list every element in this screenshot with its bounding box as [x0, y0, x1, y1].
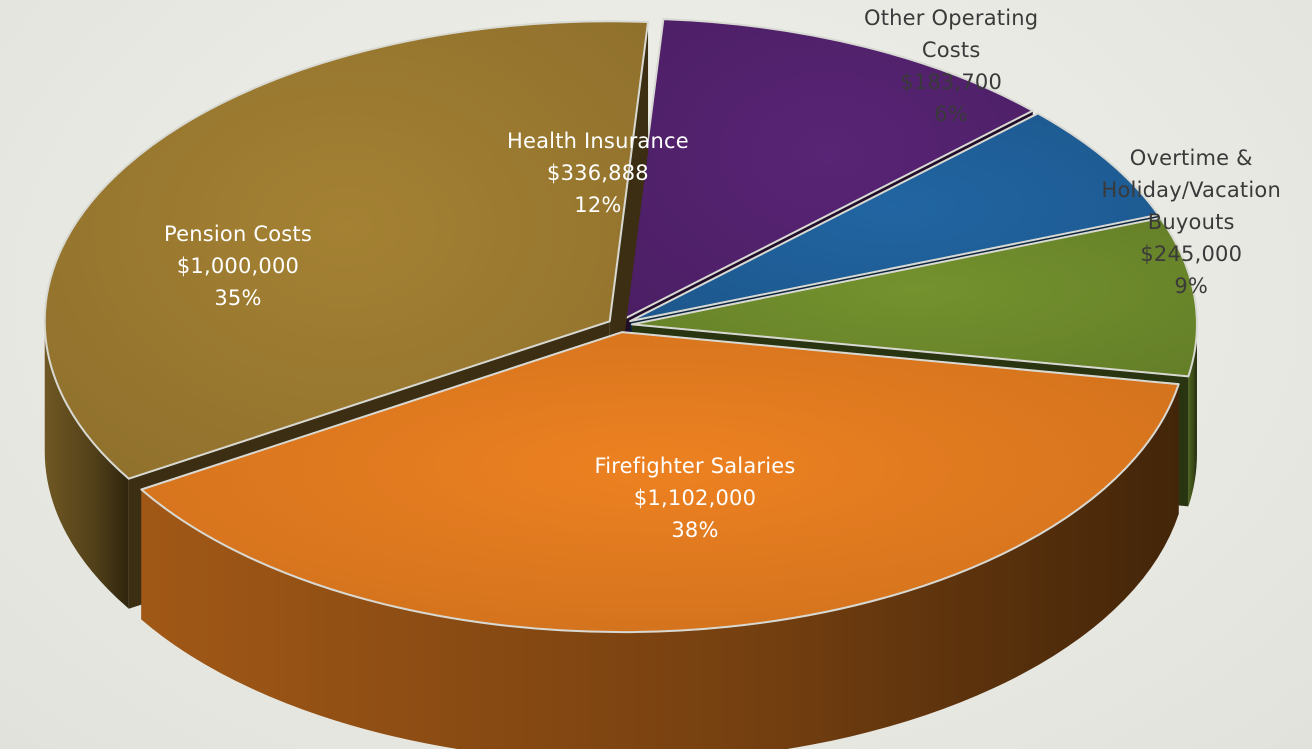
label-name-overtime-holiday-vacation-buyouts: Overtime & — [1129, 146, 1253, 170]
label-value-health-insurance: $336,888 — [547, 161, 649, 185]
label-value-firefighter-salaries: $1,102,000 — [633, 486, 757, 510]
label-name-firefighter-salaries: Firefighter Salaries — [594, 454, 796, 478]
label-name-overtime-holiday-vacation-buyouts: Buyouts — [1147, 210, 1235, 234]
label-value-other-operating-costs: $183,700 — [900, 70, 1003, 94]
label-other-operating-costs: Other Operating Costs $183,700 6% — [864, 2, 1038, 130]
label-pension-costs: Pension Costs $1,000,000 35% — [164, 218, 312, 314]
label-value-pension-costs: $1,000,000 — [176, 254, 300, 278]
slice-top-firefighter-salaries — [140, 331, 1180, 634]
slice-top-pension-costs — [43, 20, 650, 480]
slice-top-health-insurance — [624, 18, 1034, 320]
label-percent-overtime-holiday-vacation-buyouts: 9% — [1174, 274, 1209, 298]
label-percent-firefighter-salaries: 38% — [671, 518, 719, 542]
slice-rim-firefighter-salaries — [141, 384, 1179, 749]
label-name-other-operating-costs: Other Operating — [864, 6, 1039, 30]
label-firefighter-salaries: Firefighter Salaries $1,102,000 38% — [595, 450, 796, 546]
slice-top-overtime-holiday-vacation-buyouts — [630, 217, 1198, 378]
label-percent-health-insurance: 12% — [574, 193, 622, 217]
label-name-pension-costs: Pension Costs — [164, 222, 312, 246]
label-name-health-insurance: Health Insurance — [507, 129, 689, 153]
slice-rim-pension-costs — [44, 321, 129, 609]
label-percent-pension-costs: 35% — [214, 286, 262, 310]
label-name-overtime-holiday-vacation-buyouts: Holiday/Vacation — [1101, 178, 1281, 202]
slice-firefighter-salaries — [140, 331, 1180, 749]
label-percent-other-operating-costs: 6% — [934, 102, 968, 126]
label-overtime-holiday-vacation-buyouts: Overtime & Holiday/Vacation Buyouts $245,00… — [1102, 142, 1281, 302]
label-name-other-operating-costs: Costs — [921, 38, 981, 62]
slice-top-other-operating-costs — [629, 112, 1160, 323]
label-health-insurance: Health Insurance $336,888 12% — [507, 125, 689, 221]
label-value-overtime-holiday-vacation-buyouts: $245,000 — [1140, 242, 1243, 266]
